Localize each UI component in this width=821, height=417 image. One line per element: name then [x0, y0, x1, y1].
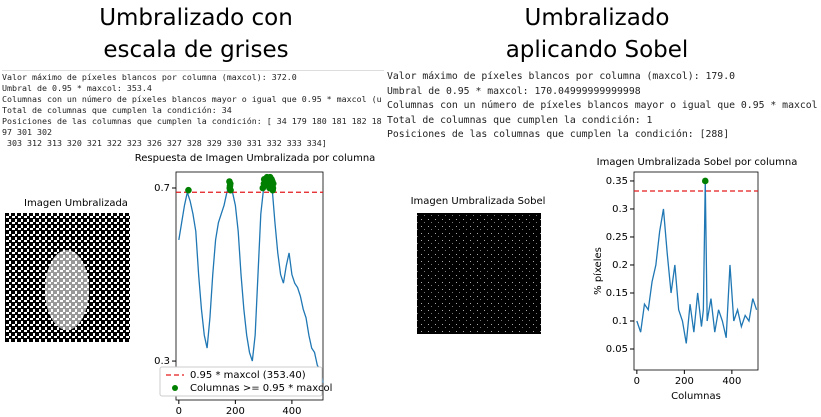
y-axis-label: % píxeles [592, 247, 604, 295]
y-tick-label: 0.25 [606, 232, 628, 243]
image-title: Imagen Umbralizada [24, 198, 128, 209]
output-line: Valor máximo de píxeles blancos por colu… [2, 72, 297, 82]
console-output: Valor máximo de píxeles blancos por colu… [2, 70, 384, 149]
output-line: Columnas con un número de píxeles blanco… [387, 100, 818, 111]
console-output: Valor máximo de píxeles blancos por colu… [387, 70, 821, 143]
data-line [636, 180, 758, 344]
output-line: Total de columnas que cumplen la condici… [2, 105, 232, 115]
chart-title: Imagen Umbralizada Sobel por columna [597, 157, 798, 168]
plot-area [175, 171, 324, 401]
image-title: Imagen Umbralizada Sobel [411, 196, 546, 207]
threshold-point [269, 180, 277, 187]
x-tick-label: 200 [226, 406, 245, 417]
x-tick-label: 400 [282, 406, 301, 417]
output-line: Total de columnas que cumplen la condici… [387, 114, 653, 126]
x-tick-label: 400 [722, 376, 741, 387]
x-tick-label: 0 [634, 376, 640, 387]
data-line [178, 177, 324, 383]
output-line: Umbral de 0.95 * maxcol: 353.4 [2, 83, 152, 93]
output-line: 303 312 313 320 321 322 323 326 327 328 … [2, 138, 327, 148]
threshold-point [701, 177, 709, 185]
sobel-image [417, 213, 541, 334]
output-line: Umbral de 0.95 * maxcol: 170.04999999999… [387, 85, 641, 97]
heading: Umbralizado con escala de grises [99, 5, 293, 63]
plot-area [633, 171, 759, 371]
y-tick-label: 0.15 [606, 288, 628, 299]
chart-title: Respuesta de Imagen Umbralizada por colu… [135, 153, 376, 164]
output-line: Posiciones de las columnas que cumplen l… [387, 129, 730, 140]
x-tick-label: 0 [176, 406, 182, 417]
output-line: 97 301 302 [2, 127, 52, 137]
y-tick-label: 0.2 [612, 260, 628, 271]
x-axis-label: Columnas [671, 391, 721, 402]
y-tick-label: 0.3 [612, 204, 628, 215]
output-line: Valor máximo de píxeles blancos por colu… [387, 71, 735, 82]
legend-marker [172, 385, 178, 391]
x-tick-label: 200 [675, 376, 694, 387]
y-tick-label: 0.35 [606, 176, 628, 187]
y-tick-label: 0.7 [154, 183, 170, 194]
output-line: Posiciones de las columnas que cumplen l… [2, 116, 382, 126]
threshold-point [226, 180, 234, 187]
y-tick-label: 0.1 [612, 316, 628, 327]
threshold-point [227, 186, 234, 194]
heading: Umbralizado aplicando Sobel [505, 5, 689, 63]
output-line: Columnas con un número de píxeles blanco… [2, 94, 382, 104]
legend-label: Columnas >= 0.95 * maxcol [190, 383, 332, 394]
image-detail [45, 250, 89, 330]
y-tick-label: 0.3 [154, 356, 170, 367]
threshold-point [185, 186, 192, 194]
y-tick-label: 0.05 [606, 344, 628, 355]
legend-box [159, 366, 323, 397]
legend-label: 0.95 * maxcol (353.40) [190, 370, 306, 381]
